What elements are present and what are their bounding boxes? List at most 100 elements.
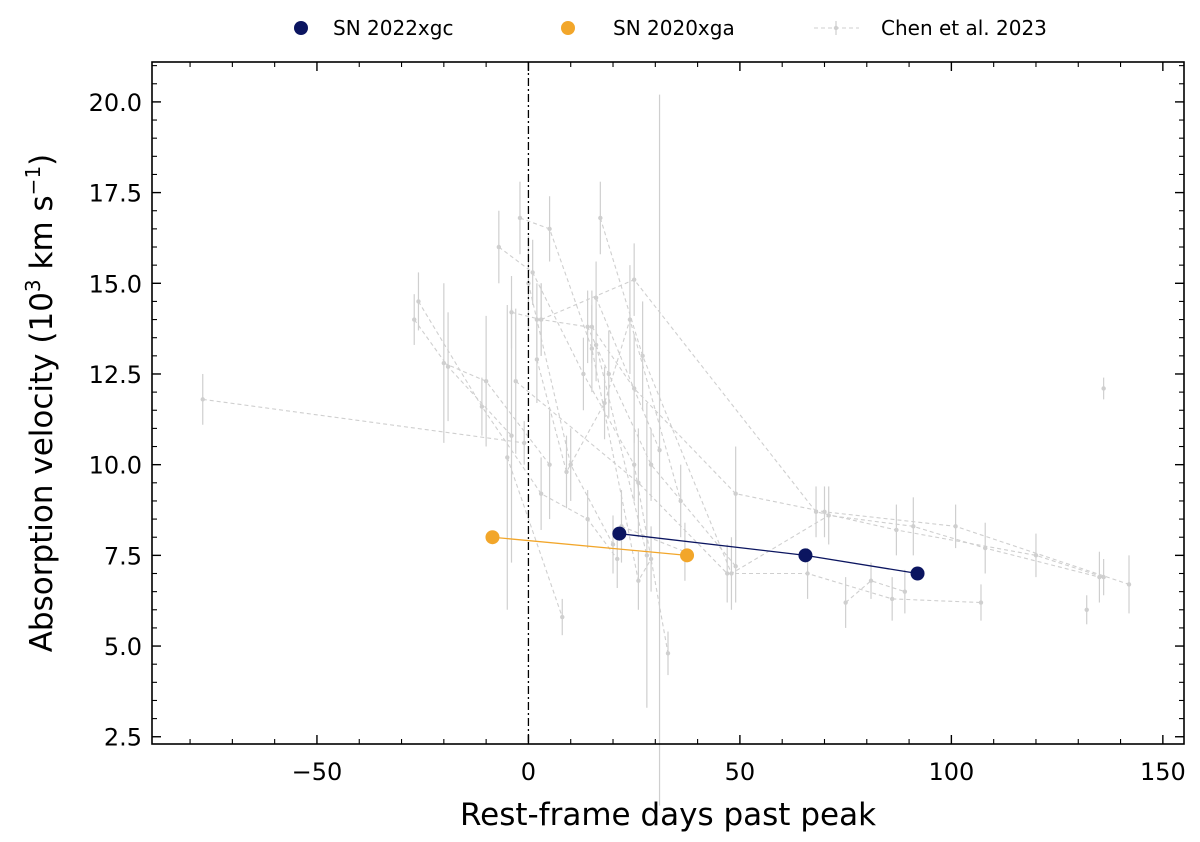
chen-point-12-0 (412, 317, 417, 322)
y-axis-label-main: Absorption velocity (10 (24, 292, 60, 652)
sn-2020xga-point-1 (680, 548, 695, 563)
chen-point-11-2 (725, 571, 730, 576)
chen-point-17-0 (843, 600, 848, 605)
sn-2022xgc-point-1 (798, 548, 813, 563)
legend-label-chen: Chen et al. 2023 (881, 16, 1047, 40)
chen-point-8-4 (1033, 553, 1039, 558)
chen-point-3-3 (631, 462, 637, 467)
chen-track-line-11 (515, 380, 982, 604)
chen-point-1-1 (479, 404, 485, 409)
chen-point-17-1 (868, 578, 874, 583)
legend-marker-chen-dot (833, 25, 839, 31)
chen-point-11-4 (889, 596, 895, 602)
chen-point-7-5 (733, 564, 738, 569)
y-axis-label: Absorption velocity (103 km s−1) (21, 154, 60, 653)
chen-point-3-1 (530, 270, 535, 275)
chen-point-1-4 (615, 556, 620, 562)
y-axis-label-units: km s (24, 195, 60, 279)
chen-track-line-0 (202, 398, 525, 444)
x-tick-label-3: 100 (928, 758, 974, 786)
y-tick-label-4: 12.5 (89, 361, 142, 389)
chen-series-layer (200, 94, 1132, 806)
chen-point-8-0 (538, 317, 544, 322)
legend-marker-sn-2020xga (561, 21, 575, 35)
y-axis-label-superscript: 3 (21, 279, 45, 292)
chen-point-0-1 (521, 440, 527, 446)
chen-point-4-4 (648, 556, 654, 562)
chen-track-line-9 (591, 326, 1130, 585)
chen-point-4-1 (547, 226, 552, 232)
chen-track-line-5 (527, 283, 614, 545)
chen-point-6-0 (534, 357, 540, 362)
chen-point-10-1 (640, 353, 645, 359)
y-tick-label-1: 5.0 (104, 633, 142, 661)
y-tick-label-2: 7.5 (104, 542, 142, 570)
chen-track-line-2 (443, 362, 551, 466)
chen-track-line-17 (845, 580, 906, 603)
chen-point-9-5 (1126, 582, 1132, 587)
sn-2022xgc-point-0 (612, 526, 627, 541)
chen-point-14-0 (593, 342, 599, 348)
chen-point-5-0 (526, 281, 531, 286)
chen-track-line-8 (540, 278, 1104, 578)
chen-point-5-2 (568, 462, 573, 467)
chen-point-1-0 (416, 299, 421, 304)
chen-point-2-1 (483, 379, 489, 384)
chen-point-8-3 (894, 527, 899, 533)
legend-marker-sn-2022xgc (294, 21, 308, 35)
chen-track-line-10 (599, 217, 1100, 578)
x-tick-label-2: 50 (725, 758, 756, 786)
chen-point-14-1 (644, 553, 650, 558)
x-tick-label-4: 150 (1140, 758, 1186, 786)
chen-point-10-0 (598, 215, 603, 221)
chen-point-1-3 (585, 516, 590, 522)
chen-point-9-3 (822, 509, 827, 515)
chen-point-7-3 (606, 371, 611, 377)
y-tick-label-7: 20.0 (89, 89, 142, 117)
chen-point-12-2 (509, 433, 514, 438)
chen-point-9-4 (953, 524, 958, 529)
chen-point-8-1 (631, 277, 637, 282)
y-axis-label-close: ) (24, 154, 60, 166)
chen-point-11-0 (513, 379, 518, 384)
chen-point-11-3 (805, 571, 810, 576)
chen-point-7-2 (585, 324, 590, 330)
chen-point-6-1 (564, 469, 569, 475)
chen-point-2-2 (547, 462, 552, 467)
chen-point-0-0 (200, 397, 205, 402)
sn-2020xga-line (492, 536, 688, 557)
chen-track-line-4 (519, 217, 652, 583)
chen-track-line-15 (621, 525, 686, 553)
chen-point-13-1 (560, 614, 565, 620)
legend-label-sn-2022xgc: SN 2022xgc (333, 16, 453, 40)
chen-point-6-2 (602, 400, 607, 406)
chen-point-18-0 (1084, 607, 1089, 612)
chen-track-line-1 (417, 301, 618, 560)
chen-point-3-4 (665, 651, 671, 656)
chen-point-17-2 (902, 589, 908, 594)
chen-point-9-0 (589, 324, 595, 330)
y-tick-label-5: 15.0 (89, 270, 142, 298)
y-axis-label-superscript-2: −1 (21, 166, 45, 195)
chen-point-10-5 (983, 545, 988, 551)
main-series-layer (485, 526, 925, 581)
chen-point-10-3 (826, 513, 831, 518)
chen-point-4-3 (636, 578, 641, 583)
chen-point-10-4 (911, 524, 916, 529)
y-tick-label-3: 10.0 (89, 452, 142, 480)
chen-track-line-13 (506, 457, 563, 618)
chen-track-line-14 (595, 344, 648, 556)
chen-point-11-5 (978, 600, 984, 605)
x-axis-label: Rest-frame days past peak (460, 797, 876, 833)
plot-frame (151, 61, 1185, 745)
chen-point-5-3 (610, 542, 616, 547)
sn-2020xga-point-0 (485, 530, 500, 545)
chen-point-1-2 (538, 491, 544, 496)
x-tick-label-0: −50 (292, 758, 343, 786)
chen-point-10-6 (1097, 574, 1102, 580)
chen-point-16-1 (657, 447, 662, 453)
sn-2022xgc-point-2 (910, 566, 925, 581)
chen-point-11-1 (636, 480, 641, 486)
chen-point-7-4 (648, 462, 654, 467)
